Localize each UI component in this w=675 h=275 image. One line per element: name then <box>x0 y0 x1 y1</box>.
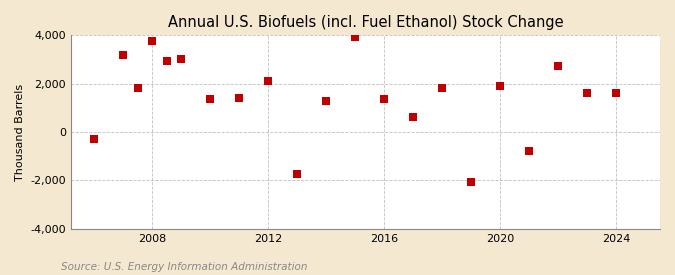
Point <box>408 115 418 120</box>
Point <box>89 137 100 141</box>
Point <box>524 149 535 153</box>
Point <box>118 53 129 57</box>
Point <box>263 79 274 83</box>
Point <box>205 97 216 101</box>
Point <box>582 91 593 95</box>
Point <box>611 91 622 95</box>
Point <box>495 84 506 88</box>
Point <box>350 34 360 39</box>
Point <box>147 39 158 43</box>
Text: Source: U.S. Energy Information Administration: Source: U.S. Energy Information Administ… <box>61 262 307 272</box>
Point <box>466 179 477 184</box>
Point <box>437 86 448 91</box>
Point <box>321 98 331 103</box>
Point <box>292 172 303 177</box>
Point <box>176 57 187 62</box>
Point <box>234 96 245 100</box>
Point <box>553 63 564 68</box>
Point <box>161 59 172 63</box>
Title: Annual U.S. Biofuels (incl. Fuel Ethanol) Stock Change: Annual U.S. Biofuels (incl. Fuel Ethanol… <box>167 15 564 30</box>
Point <box>132 86 143 91</box>
Y-axis label: Thousand Barrels: Thousand Barrels <box>15 83 25 181</box>
Point <box>379 97 389 101</box>
